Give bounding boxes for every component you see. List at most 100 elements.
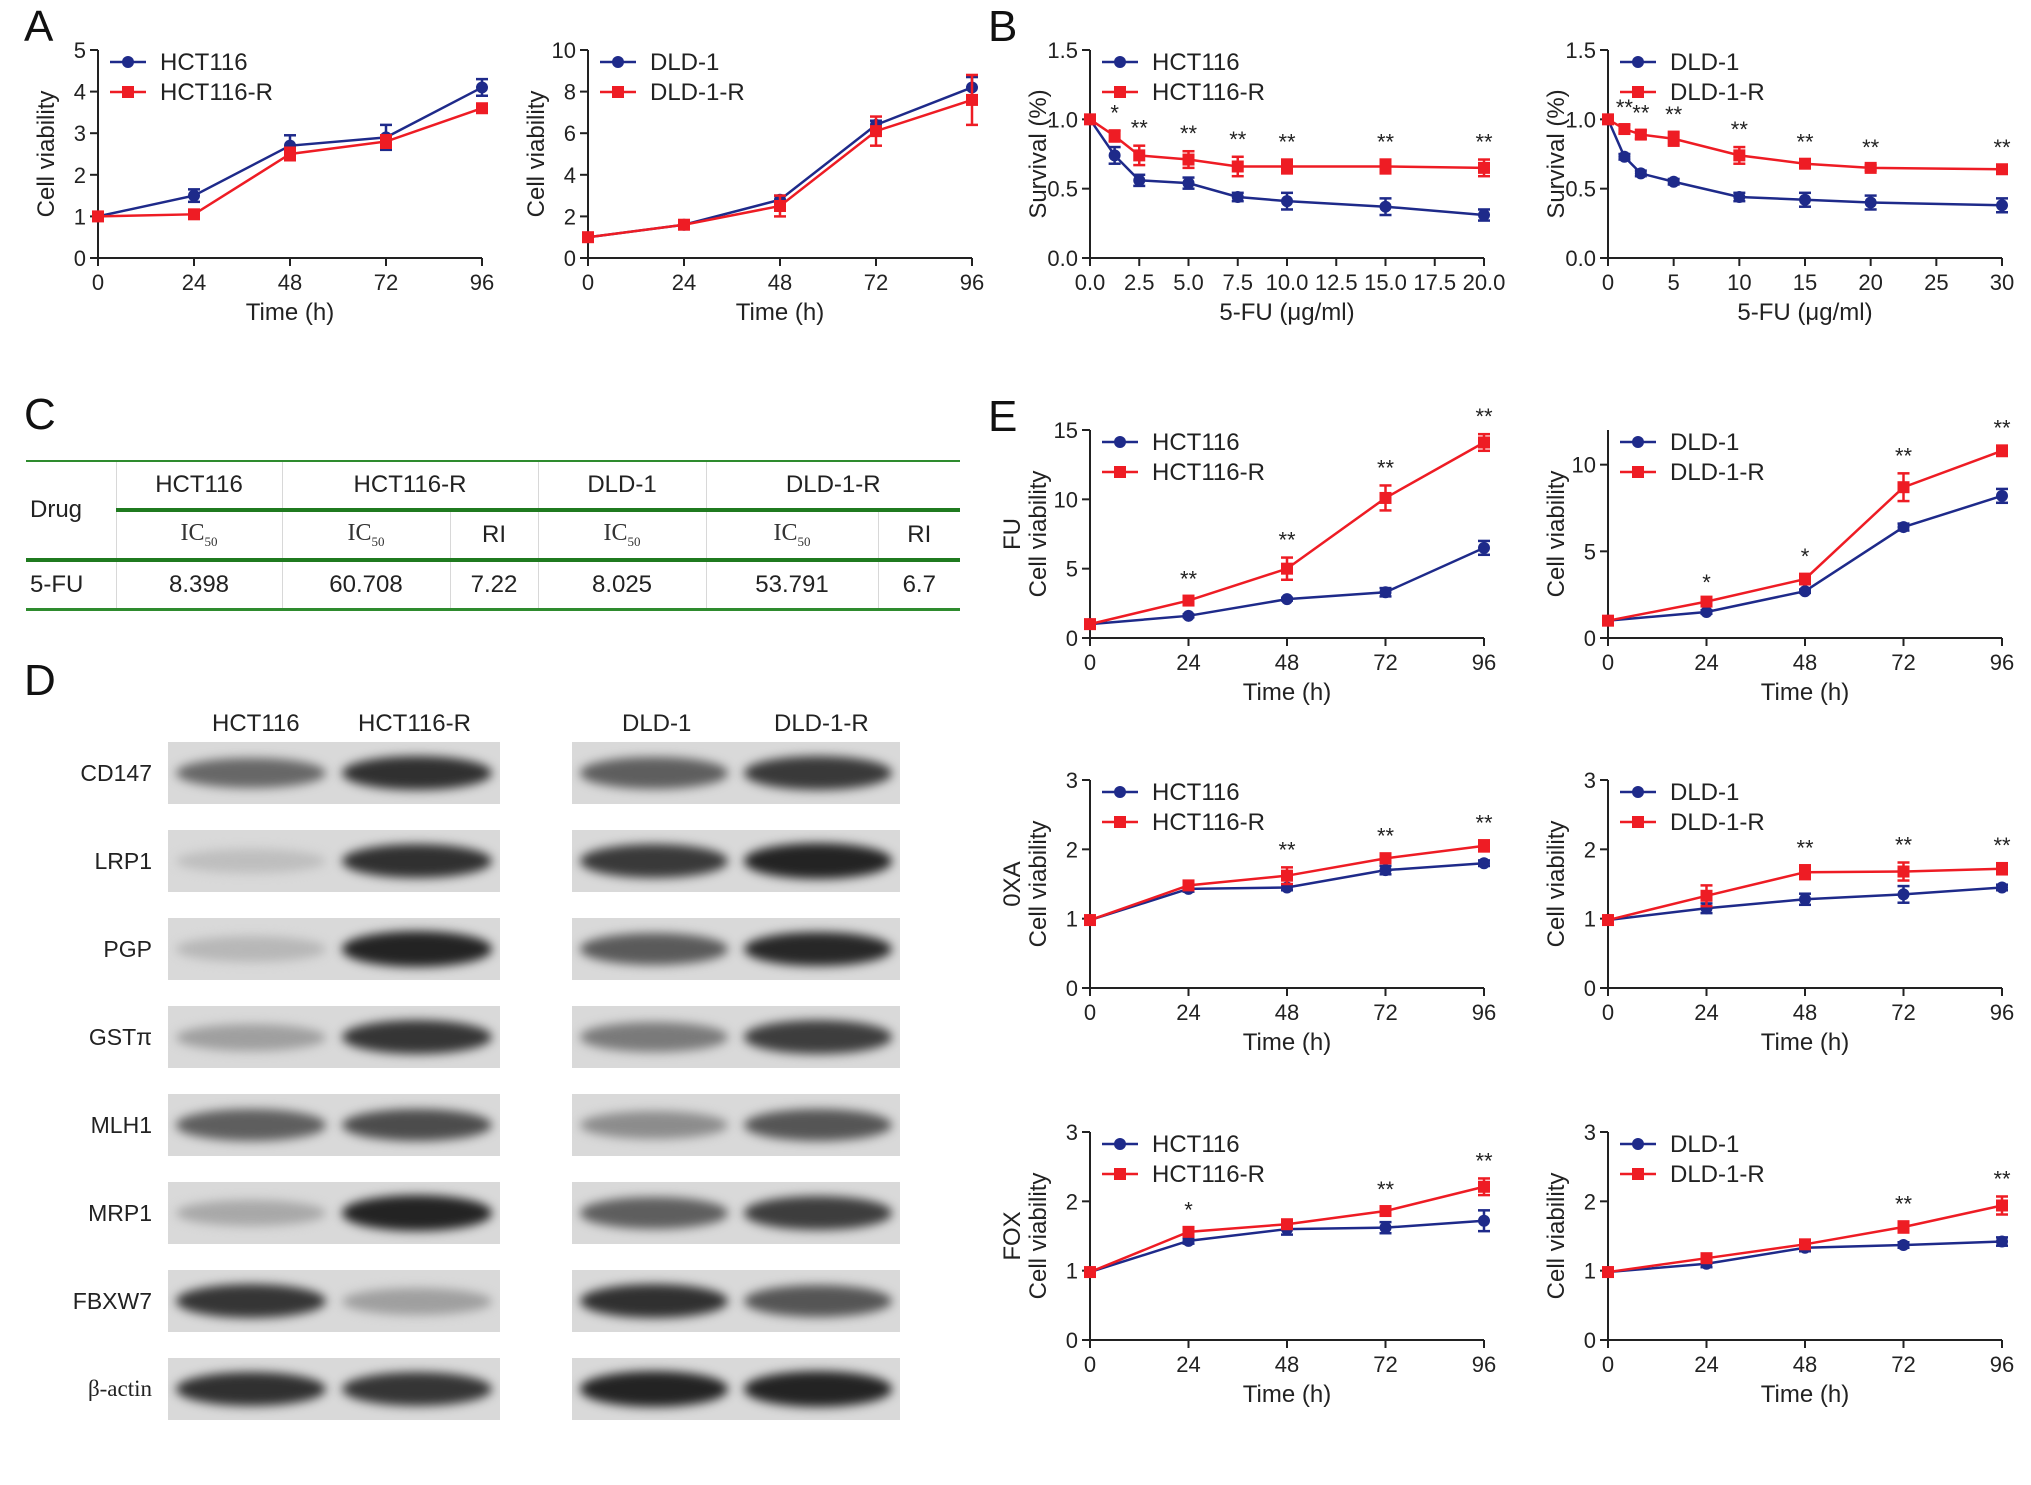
blot-band — [580, 757, 728, 789]
y-tick-label: 2 — [74, 163, 86, 188]
y-tick-label: 5 — [1066, 557, 1078, 582]
y-axis-label: 0XA — [999, 861, 1026, 906]
data-point — [1996, 1235, 2008, 1248]
data-point — [1084, 113, 1096, 126]
table-cell: 8.025 — [537, 558, 706, 611]
chart-e-oxa-hct116: 0 1 2 3 0 24 48 72 96 Time (h) 0XA Cell viability **… — [999, 768, 1496, 1056]
blot-band — [580, 1283, 728, 1319]
data-point — [1667, 132, 1680, 145]
data-point — [1996, 199, 2008, 212]
blot-protein-label: MRP1 — [88, 1200, 152, 1226]
blot-strip-right — [572, 1358, 900, 1420]
y-tick-label: 5 — [1584, 539, 1596, 564]
x-tick-label: 24 — [1694, 1000, 1718, 1025]
legend-marker — [1114, 86, 1126, 98]
blot-band — [744, 1020, 892, 1054]
table-row: 5-FU 8.398 60.708 7.22 8.025 53.791 6.7 — [26, 558, 960, 611]
data-point — [284, 148, 296, 160]
legend-label: HCT116-R — [160, 79, 273, 106]
y-axis-label: FU — [999, 518, 1026, 550]
significance-mark: ** — [1475, 810, 1493, 835]
y-tick-label: 1.0 — [1047, 107, 1078, 132]
blot-band — [744, 1371, 892, 1407]
blot-head-hct116: HCT116 — [212, 710, 300, 737]
table-ic50-label: IC50 — [281, 508, 450, 560]
data-point — [1379, 200, 1392, 213]
table-col-drug: Drug — [26, 460, 116, 560]
blot-band — [580, 1022, 728, 1052]
x-tick-label: 0 — [92, 270, 104, 295]
legend-label: HCT116-R — [1152, 809, 1265, 836]
x-tick-label: 0.0 — [1075, 270, 1106, 295]
blot-protein-label: PGP — [103, 936, 152, 962]
data-point — [476, 81, 488, 94]
significance-mark: ** — [1131, 116, 1149, 141]
legend-marker — [1632, 56, 1644, 68]
significance-mark: ** — [1993, 135, 2011, 160]
y-tick-label: 5 — [74, 38, 86, 63]
y-tick-label: 10 — [1572, 453, 1596, 478]
y-tick-label: 0 — [564, 246, 576, 271]
x-tick-label: 0 — [582, 270, 594, 295]
significance-mark: * — [1801, 544, 1810, 569]
data-point — [1182, 177, 1195, 190]
chart-e-oxa-dld1: 0 1 2 3 0 24 48 72 96 Time (h) Cell viability ** ** *… — [1543, 768, 2014, 1056]
blot-band — [342, 755, 492, 791]
y-tick-label: 2 — [1066, 1189, 1078, 1214]
data-point — [1281, 869, 1293, 882]
y-tick-label: 1.5 — [1565, 38, 1596, 63]
data-point — [1133, 174, 1146, 187]
x-axis-label: Time (h) — [1761, 1029, 1849, 1056]
blot-band — [176, 848, 326, 874]
y-tick-label: 3 — [1066, 1120, 1078, 1145]
significance-mark: ** — [1180, 566, 1198, 591]
table-group-dld1: DLD-1 — [537, 460, 706, 510]
data-point — [1478, 209, 1490, 222]
data-point — [1799, 573, 1811, 586]
data-point — [476, 102, 488, 115]
x-axis-label: Time (h) — [246, 299, 334, 326]
data-point — [1996, 1199, 2008, 1212]
blot-strip-left — [168, 918, 500, 980]
y-tick-label: 10 — [1054, 487, 1078, 512]
x-tick-label: 5.0 — [1173, 270, 1204, 295]
data-point — [1996, 881, 2008, 894]
x-tick-label: 24 — [1176, 1000, 1200, 1025]
data-point — [1700, 606, 1713, 618]
data-point — [1602, 1266, 1614, 1279]
significance-mark: ** — [1895, 833, 1913, 858]
x-tick-label: 72 — [1373, 1352, 1397, 1377]
table-cell: 6.7 — [877, 558, 960, 611]
chart-b-hct116: 0.0 0.5 1.0 1.5 0.0 2.5 5.0 7.5 10.0 12.5 15.0 17.5… — [1025, 38, 1505, 326]
legend-label: DLD-1 — [1670, 49, 1739, 76]
significance-mark: ** — [1180, 121, 1198, 146]
data-point — [1618, 150, 1631, 163]
y-tick-label: 10 — [552, 38, 576, 63]
y-tick-label: 0 — [1584, 976, 1596, 1001]
data-point — [1700, 1252, 1713, 1265]
data-point — [1733, 190, 1746, 203]
table-subheader-row: IC50 IC50 RI IC50 IC50 RI — [26, 508, 960, 560]
legend-label: DLD-1 — [1670, 1131, 1739, 1158]
significance-mark: ** — [1796, 835, 1814, 860]
table-cell: 53.791 — [705, 558, 878, 611]
legend-label: DLD-1 — [1670, 779, 1739, 806]
data-point — [1379, 864, 1392, 877]
y-tick-label: 3 — [74, 121, 86, 146]
blot-band — [744, 1109, 892, 1141]
blot-protein-label: FBXW7 — [72, 1288, 152, 1314]
data-point — [1799, 585, 1811, 598]
blot-protein-label: GSTπ — [88, 1024, 152, 1050]
data-point — [1602, 614, 1614, 627]
y-tick-label: 6 — [564, 121, 576, 146]
y-tick-label: 0 — [74, 246, 86, 271]
data-point — [1379, 160, 1392, 173]
x-tick-label: 72 — [864, 270, 888, 295]
data-point — [1379, 491, 1392, 504]
y-tick-label: 1 — [1066, 1259, 1078, 1284]
legend-marker — [1632, 816, 1644, 828]
y-tick-label: 3 — [1584, 1120, 1596, 1145]
data-point — [1182, 1225, 1195, 1238]
